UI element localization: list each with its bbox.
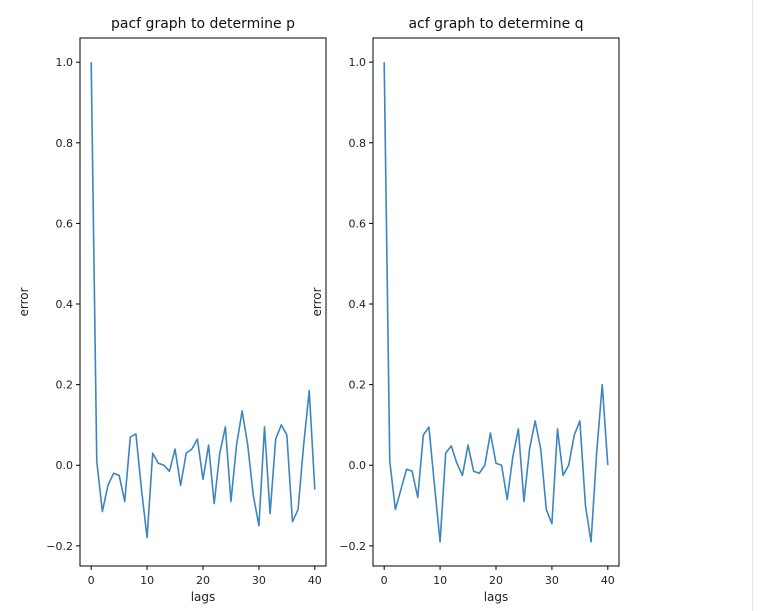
y-axis-label: error — [17, 287, 31, 316]
x-tick-label: 10 — [433, 574, 447, 587]
y-tick-label: 0.2 — [349, 379, 367, 392]
y-tick-label: 0.8 — [349, 137, 367, 150]
chart-title: acf graph to determine q — [408, 16, 583, 32]
y-tick-label: 0.4 — [56, 298, 74, 311]
y-tick-label: 0.8 — [56, 137, 74, 150]
chart-title: pacf graph to determine p — [111, 16, 295, 32]
x-tick-label: 0 — [88, 574, 95, 587]
axes-frame — [79, 37, 327, 567]
y-tick-label: 1.0 — [349, 56, 367, 69]
y-tick-label: 0.0 — [349, 459, 367, 472]
x-tick-label: 0 — [381, 574, 388, 587]
y-tick-label: −0.2 — [339, 540, 366, 553]
x-tick-label: 30 — [252, 574, 266, 587]
x-axis-label: lags — [484, 590, 509, 604]
series-line — [90, 62, 316, 539]
y-tick-label: 0.0 — [56, 459, 74, 472]
series-line — [383, 62, 609, 543]
y-tick-label: −0.2 — [46, 540, 73, 553]
x-tick-label: 40 — [601, 574, 615, 587]
y-axis-label: error — [310, 287, 324, 316]
window-divider — [752, 0, 753, 611]
x-tick-label: 20 — [196, 574, 210, 587]
chart-2: 0 10 20 30 40 1.0 0.8 0.6 0.4 0.2 0.0 −0.2 acf graph… — [310, 16, 620, 604]
x-tick-label: 30 — [545, 574, 559, 587]
chart-1: 0 10 20 30 40 1.0 0.8 0.6 0.4 0.2 0.0 −0.2 pacf grap… — [17, 16, 327, 604]
y-tick-label: 1.0 — [56, 56, 74, 69]
x-axis-label: lags — [191, 590, 216, 604]
x-tick-label: 10 — [140, 574, 154, 587]
y-tick-label: 0.2 — [56, 379, 74, 392]
y-tick-label: 0.6 — [349, 217, 367, 230]
x-tick-label: 20 — [489, 574, 503, 587]
y-tick-label: 0.6 — [56, 217, 74, 230]
x-tick-label: 40 — [308, 574, 322, 587]
y-tick-label: 0.4 — [349, 298, 367, 311]
axes-frame — [372, 37, 620, 567]
